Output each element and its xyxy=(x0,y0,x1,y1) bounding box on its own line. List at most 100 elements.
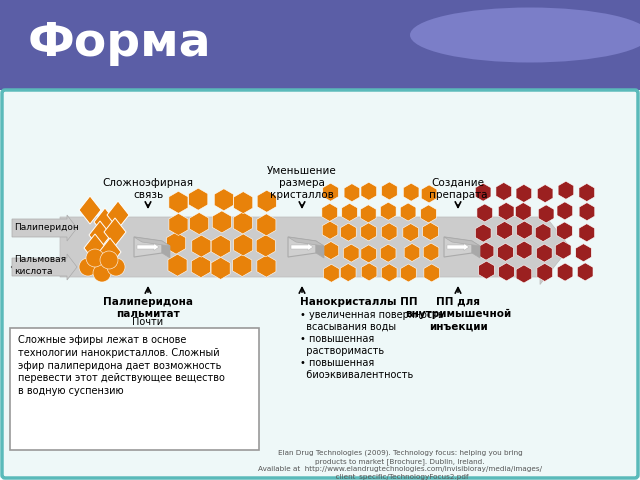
Polygon shape xyxy=(496,182,511,201)
Polygon shape xyxy=(516,184,532,203)
Text: • повышенная: • повышенная xyxy=(300,334,374,344)
Polygon shape xyxy=(424,264,440,282)
Polygon shape xyxy=(516,265,532,283)
Polygon shape xyxy=(89,221,111,249)
Text: Сложные эфиры лежат в основе
технологии нанокристаллов. Сложный
эфир палиперидон: Сложные эфиры лежат в основе технологии … xyxy=(18,335,225,396)
Polygon shape xyxy=(577,263,593,281)
Polygon shape xyxy=(134,237,162,257)
FancyArrow shape xyxy=(60,209,570,285)
Polygon shape xyxy=(498,243,513,261)
FancyBboxPatch shape xyxy=(2,90,638,478)
Polygon shape xyxy=(168,254,187,276)
Polygon shape xyxy=(211,235,230,257)
Polygon shape xyxy=(233,254,252,276)
Polygon shape xyxy=(557,263,573,281)
Polygon shape xyxy=(538,185,553,203)
FancyArrow shape xyxy=(12,254,77,280)
Polygon shape xyxy=(214,189,234,211)
Polygon shape xyxy=(537,264,552,281)
Polygon shape xyxy=(404,243,420,262)
Polygon shape xyxy=(381,223,397,241)
Polygon shape xyxy=(477,204,493,222)
Polygon shape xyxy=(257,214,276,236)
Polygon shape xyxy=(579,183,595,202)
Polygon shape xyxy=(323,221,338,239)
Text: Палиперидона
пальмитат: Палиперидона пальмитат xyxy=(103,297,193,319)
Polygon shape xyxy=(403,183,419,201)
Text: Нанокристаллы ПП: Нанокристаллы ПП xyxy=(300,297,418,307)
Text: Уменьшение
размера
кристаллов: Уменьшение размера кристаллов xyxy=(267,166,337,200)
Polygon shape xyxy=(472,241,480,258)
Polygon shape xyxy=(134,237,170,246)
Polygon shape xyxy=(233,212,252,234)
Polygon shape xyxy=(476,224,491,242)
Text: • повышенная: • повышенная xyxy=(300,358,374,368)
Text: Elan Drug Technologies (2009). Technology focus: helping you bring
products to m: Elan Drug Technologies (2009). Technolog… xyxy=(258,450,542,480)
Polygon shape xyxy=(257,190,276,212)
FancyArrow shape xyxy=(12,215,77,241)
Polygon shape xyxy=(361,245,376,263)
Polygon shape xyxy=(557,202,573,220)
Polygon shape xyxy=(380,244,396,262)
Polygon shape xyxy=(516,241,532,259)
Polygon shape xyxy=(535,224,551,241)
Polygon shape xyxy=(256,235,275,257)
Circle shape xyxy=(100,251,118,269)
Polygon shape xyxy=(579,203,595,221)
Text: Создание
препарата: Создание препарата xyxy=(429,178,487,200)
Text: Почти
нерастворимые
крупные частицы: Почти нерастворимые крупные частицы xyxy=(102,317,194,351)
Polygon shape xyxy=(476,183,491,201)
Polygon shape xyxy=(162,241,170,258)
Circle shape xyxy=(79,258,97,276)
Polygon shape xyxy=(169,192,188,213)
Polygon shape xyxy=(536,244,552,262)
Text: Сложноэфирная
связь: Сложноэфирная связь xyxy=(102,178,193,200)
Polygon shape xyxy=(344,244,359,262)
Polygon shape xyxy=(189,188,208,210)
Polygon shape xyxy=(381,264,397,282)
Polygon shape xyxy=(479,261,494,279)
Polygon shape xyxy=(212,211,231,233)
Polygon shape xyxy=(79,196,101,224)
Polygon shape xyxy=(423,243,439,261)
Polygon shape xyxy=(340,223,356,241)
Polygon shape xyxy=(576,244,591,262)
Circle shape xyxy=(93,264,111,282)
Text: всасывания воды: всасывания воды xyxy=(300,322,396,332)
Polygon shape xyxy=(360,205,376,223)
Polygon shape xyxy=(234,192,253,214)
Polygon shape xyxy=(403,224,419,241)
Text: биоэквивалентность: биоэквивалентность xyxy=(300,370,413,380)
Ellipse shape xyxy=(410,8,640,62)
Polygon shape xyxy=(516,221,532,239)
Polygon shape xyxy=(361,182,376,200)
Polygon shape xyxy=(444,237,480,246)
Polygon shape xyxy=(84,234,106,262)
Polygon shape xyxy=(288,237,324,246)
Polygon shape xyxy=(94,208,116,236)
Polygon shape xyxy=(324,264,339,282)
FancyArrow shape xyxy=(291,243,313,251)
Polygon shape xyxy=(421,185,437,203)
Polygon shape xyxy=(323,183,339,201)
Polygon shape xyxy=(344,184,360,202)
Polygon shape xyxy=(169,214,188,236)
Text: Форма: Форма xyxy=(28,21,212,65)
FancyBboxPatch shape xyxy=(10,328,259,450)
Polygon shape xyxy=(499,263,515,281)
Polygon shape xyxy=(107,201,129,229)
Polygon shape xyxy=(401,264,416,282)
FancyArrow shape xyxy=(447,243,469,251)
Polygon shape xyxy=(323,241,339,260)
Polygon shape xyxy=(420,205,436,223)
Circle shape xyxy=(107,258,125,276)
Polygon shape xyxy=(361,223,376,241)
Polygon shape xyxy=(104,218,126,246)
Polygon shape xyxy=(515,203,531,221)
Polygon shape xyxy=(288,237,316,257)
Polygon shape xyxy=(166,232,186,254)
Polygon shape xyxy=(340,264,356,282)
Polygon shape xyxy=(478,242,494,260)
Polygon shape xyxy=(381,182,397,200)
Polygon shape xyxy=(192,235,211,257)
